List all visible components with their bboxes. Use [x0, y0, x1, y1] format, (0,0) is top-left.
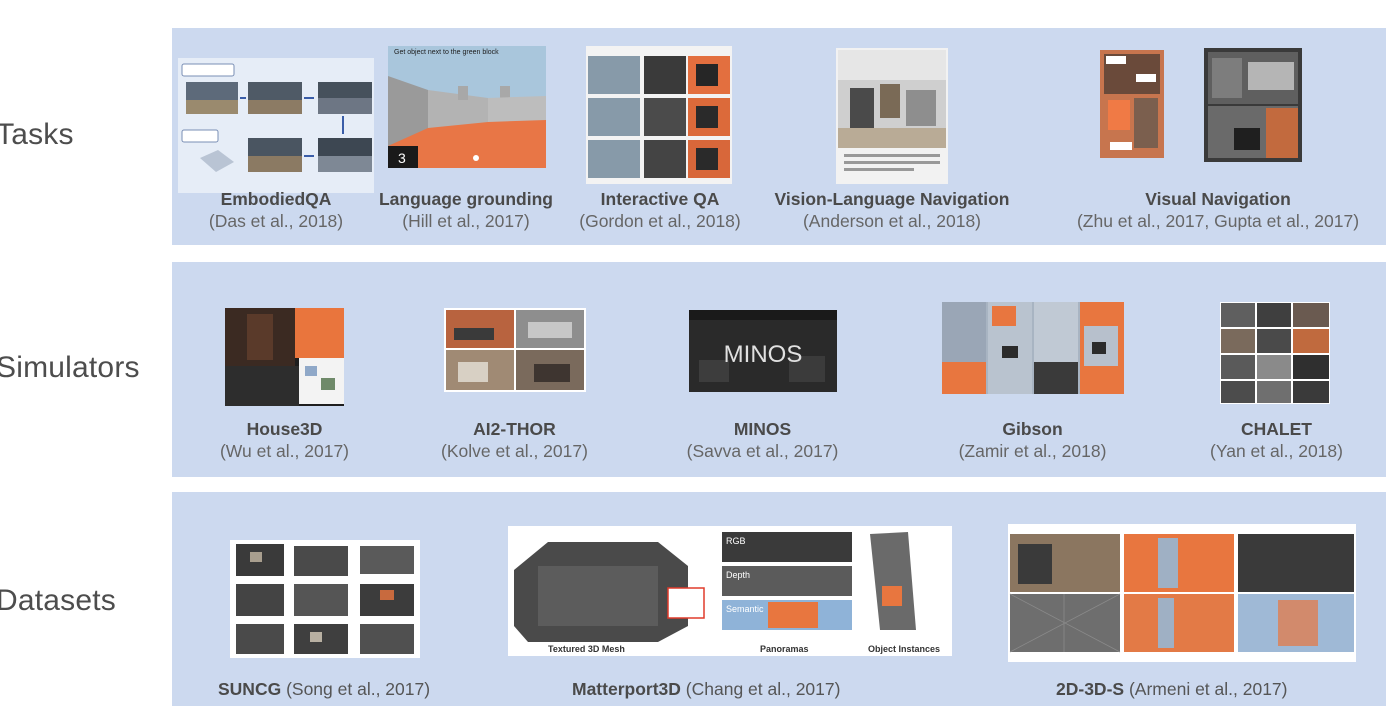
- task-title: EmbodiedQA: [220, 189, 332, 209]
- dataset-cite: (Chang et al., 2017): [685, 679, 841, 699]
- simulator-minos: MINOS (Savva et al., 2017): [660, 418, 865, 462]
- simulator-title: MINOS: [733, 419, 792, 439]
- dataset-title: Matterport3D: [572, 679, 681, 699]
- dataset-matterport3d: Matterport3D (Chang et al., 2017): [572, 678, 892, 700]
- task-title: Vision-Language Navigation: [774, 189, 1010, 209]
- task-language-grounding: Language grounding (Hill et al., 2017): [368, 188, 564, 232]
- mp-panoramas-label: Panoramas: [760, 644, 809, 654]
- row-label-tasks: Tasks: [0, 118, 74, 151]
- tasks-panel: EmbodiedQA (Das et al., 2018) Get object…: [172, 28, 1386, 245]
- simulator-chalet: CHALET (Yan et al., 2018): [1174, 418, 1379, 462]
- chalet-thumbnail: [1220, 302, 1330, 404]
- task-interactive-qa: Interactive QA (Gordon et al., 2018): [562, 188, 758, 232]
- dataset-title: SUNCG: [218, 679, 282, 699]
- dataset-2d3ds: 2D-3D-S (Armeni et al., 2017): [1056, 678, 1316, 700]
- dataset-cite: (Song et al., 2017): [286, 679, 431, 699]
- lang-score-text: 3: [398, 150, 406, 166]
- simulator-ai2thor: AI2-THOR (Kolve et al., 2017): [412, 418, 617, 462]
- embodiedqa-thumbnail: [178, 58, 374, 193]
- task-title: Visual Navigation: [1145, 189, 1291, 209]
- minos-label-text: MINOS: [724, 341, 803, 368]
- dataset-title: 2D-3D-S: [1056, 679, 1125, 699]
- gibson-thumbnail: [942, 302, 1124, 394]
- interactive-qa-thumbnail: [586, 46, 732, 184]
- language-grounding-thumbnail: Get object next to the green block 3: [388, 46, 546, 168]
- simulator-title: CHALET: [1241, 419, 1312, 439]
- task-title: Interactive QA: [600, 189, 720, 209]
- mp-depth-label: Depth: [726, 570, 750, 580]
- task-title: Language grounding: [378, 189, 553, 209]
- task-cite: (Zhu et al., 2017, Gupta et al., 2017): [1076, 211, 1360, 231]
- task-cite: (Hill et al., 2017): [402, 211, 530, 231]
- house3d-thumbnail: [225, 308, 344, 406]
- mp-textured-label: Textured 3D Mesh: [548, 644, 625, 654]
- simulator-cite: (Wu et al., 2017): [219, 441, 350, 461]
- suncg-thumbnail: [230, 540, 420, 658]
- task-cite: (Das et al., 2018): [208, 211, 344, 231]
- simulator-cite: (Zamir et al., 2018): [958, 441, 1107, 461]
- mp-objects-label: Object Instances: [868, 644, 940, 654]
- simulator-title: Gibson: [1002, 419, 1063, 439]
- task-cite: (Gordon et al., 2018): [579, 211, 741, 231]
- simulator-cite: (Kolve et al., 2017): [441, 441, 588, 461]
- task-vln: Vision-Language Navigation (Anderson et …: [772, 188, 1012, 232]
- ai2thor-thumbnail: [444, 308, 586, 392]
- simulator-title: AI2-THOR: [473, 419, 556, 439]
- minos-thumbnail: MINOS: [689, 310, 837, 392]
- dataset-cite: (Armeni et al., 2017): [1128, 679, 1288, 699]
- datasets-panel: SUNCG (Song et al., 2017) RGB Depth Sema…: [172, 492, 1386, 706]
- row-label-datasets: Datasets: [0, 584, 116, 617]
- visual-navigation-thumbnail-1: [1100, 50, 1164, 158]
- mp-semantic-label: Semantic: [726, 604, 764, 614]
- lang-instruction-text: Get object next to the green block: [394, 49, 499, 56]
- visual-navigation-thumbnail-2: [1204, 48, 1302, 162]
- simulator-cite: (Savva et al., 2017): [686, 441, 839, 461]
- task-visual-navigation: Visual Navigation (Zhu et al., 2017, Gup…: [1050, 188, 1386, 232]
- simulator-gibson: Gibson (Zamir et al., 2018): [930, 418, 1135, 462]
- 2d3ds-thumbnail: [1008, 524, 1356, 662]
- task-embodiedqa: EmbodiedQA (Das et al., 2018): [178, 188, 374, 232]
- vln-thumbnail: [836, 48, 948, 184]
- simulator-cite: (Yan et al., 2018): [1210, 441, 1343, 461]
- simulator-house3d: House3D (Wu et al., 2017): [182, 418, 387, 462]
- simulator-title: House3D: [246, 419, 323, 439]
- dataset-suncg: SUNCG (Song et al., 2017): [218, 678, 448, 700]
- matterport3d-thumbnail: RGB Depth Semantic Textured 3D Mesh Pano…: [508, 526, 952, 656]
- row-label-simulators: Simulators: [0, 351, 140, 384]
- simulators-panel: House3D (Wu et al., 2017) AI2-THOR (Kolv…: [172, 262, 1386, 477]
- task-cite: (Anderson et al., 2018): [802, 211, 982, 231]
- mp-rgb-label: RGB: [726, 536, 746, 546]
